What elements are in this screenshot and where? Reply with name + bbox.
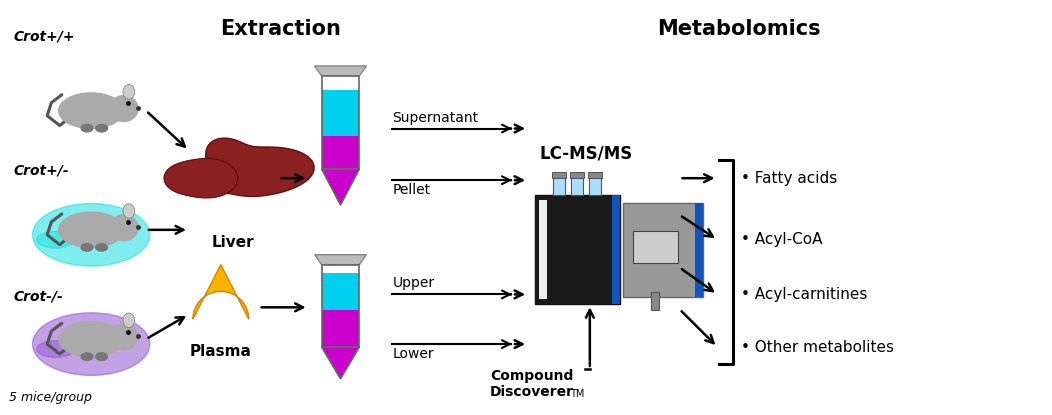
Text: • Acyl-CoA: • Acyl-CoA [742, 232, 823, 247]
Text: Supernatant: Supernatant [392, 110, 479, 124]
Ellipse shape [96, 124, 107, 132]
Text: Lower: Lower [392, 347, 434, 361]
Text: Crot+/+: Crot+/+ [14, 29, 75, 43]
Ellipse shape [59, 93, 124, 128]
Ellipse shape [81, 244, 93, 251]
Polygon shape [164, 159, 238, 198]
Bar [539, 200, 547, 299]
Ellipse shape [33, 203, 149, 266]
Bar [322, 273, 360, 310]
Ellipse shape [59, 212, 124, 248]
Ellipse shape [109, 95, 138, 122]
Polygon shape [193, 265, 248, 319]
Text: TM: TM [570, 389, 584, 399]
Ellipse shape [123, 204, 135, 218]
Text: • Other metabolites: • Other metabolites [742, 339, 894, 354]
Polygon shape [322, 347, 360, 379]
Text: Crot-/-: Crot-/- [14, 289, 63, 303]
Bar [589, 177, 601, 195]
Text: • Acyl-carnitines: • Acyl-carnitines [742, 287, 868, 302]
Ellipse shape [96, 244, 107, 251]
Ellipse shape [96, 353, 107, 360]
Text: • Fatty acids: • Fatty acids [742, 171, 837, 186]
Polygon shape [315, 255, 366, 265]
Text: Liver: Liver [211, 235, 255, 250]
Ellipse shape [109, 324, 138, 350]
Polygon shape [179, 138, 315, 196]
Bar [570, 172, 584, 178]
Bar [322, 76, 360, 90]
Ellipse shape [123, 85, 135, 99]
Bar [623, 203, 703, 298]
Bar [571, 177, 583, 195]
Bar [535, 195, 620, 304]
Polygon shape [315, 66, 366, 76]
Bar [552, 172, 566, 178]
Text: Crot+/-: Crot+/- [14, 163, 69, 177]
Bar [612, 195, 620, 304]
Ellipse shape [81, 124, 93, 132]
Text: 5 mice/group: 5 mice/group [9, 391, 93, 404]
Text: Extraction: Extraction [220, 19, 341, 39]
Bar [694, 203, 703, 298]
Bar [322, 76, 360, 169]
Bar [322, 90, 360, 136]
Bar [651, 293, 659, 310]
Ellipse shape [123, 313, 135, 327]
Bar [322, 310, 360, 347]
Text: Compound
Discoverer: Compound Discoverer [490, 369, 574, 399]
Text: Plasma: Plasma [189, 344, 251, 359]
Ellipse shape [59, 321, 124, 357]
Text: LC-MS/MS: LC-MS/MS [540, 144, 633, 162]
Text: Metabolomics: Metabolomics [658, 19, 822, 39]
Ellipse shape [81, 353, 93, 360]
Ellipse shape [33, 313, 149, 376]
Ellipse shape [37, 341, 75, 357]
Bar [322, 265, 360, 347]
Text: Upper: Upper [392, 276, 434, 290]
Bar [588, 172, 602, 178]
Bar [632, 231, 677, 263]
Bar [322, 265, 360, 273]
Polygon shape [322, 169, 360, 205]
Bar [322, 136, 360, 169]
Bar [553, 177, 565, 195]
Ellipse shape [37, 232, 75, 248]
Ellipse shape [109, 215, 138, 241]
Text: Pellet: Pellet [392, 183, 430, 197]
